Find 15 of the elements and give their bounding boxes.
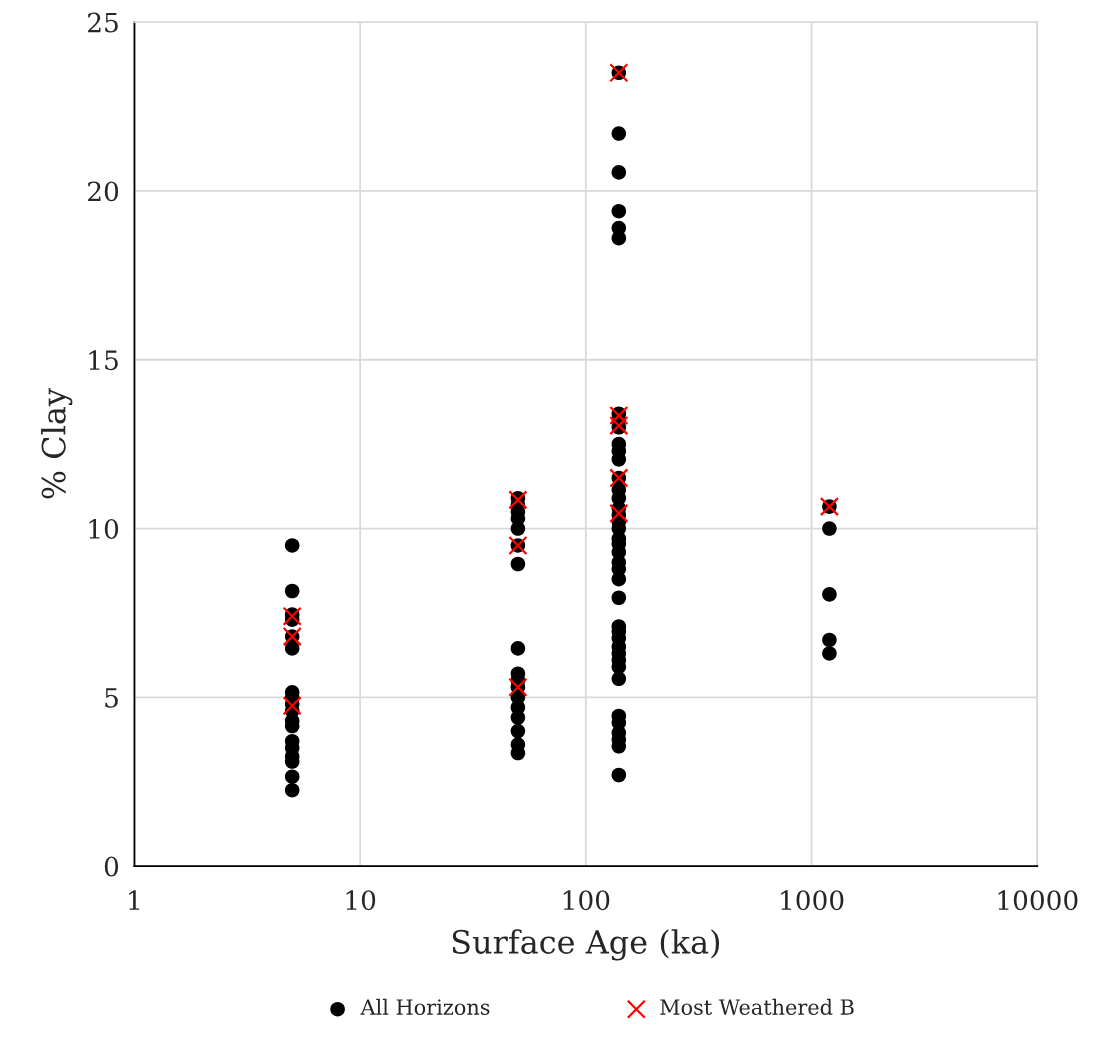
x-tick-label: 1	[129, 890, 140, 910]
legend-label: All Horizons	[360, 998, 490, 1015]
y-tick-label: 15	[89, 350, 118, 371]
y-tick-label: 25	[88, 12, 118, 33]
y-tick-label: 0	[104, 856, 119, 877]
x-axis-title: Surface Age (ka)	[452, 929, 720, 961]
y-tick-label: 10	[89, 519, 119, 539]
y-axis-title: % Clay	[41, 388, 73, 499]
y-tick-label: 20	[88, 181, 119, 202]
y-tick-label: 5	[105, 688, 118, 708]
x-tick-label: 10	[346, 890, 376, 911]
x-tick-label: 100	[563, 890, 610, 911]
x-tick-label: 1000	[781, 890, 844, 911]
x-tick-label: 10000	[998, 890, 1078, 911]
legend-label: Most Weathered B	[660, 998, 854, 1015]
